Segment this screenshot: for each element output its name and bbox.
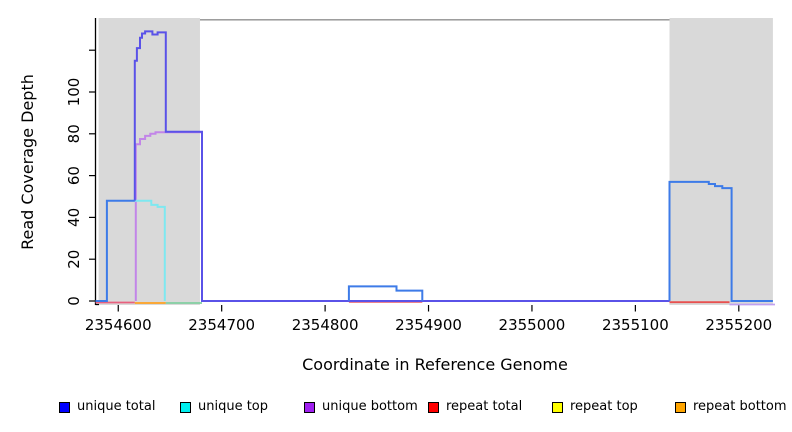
series-line-unique-top <box>133 199 166 301</box>
series-line-total-right-block <box>668 180 773 302</box>
legend: unique total unique top unique bottom re… <box>0 398 792 418</box>
x-axis-title-text: Coordinate in Reference Genome <box>302 355 568 374</box>
y-tick-label: 60 <box>65 166 83 185</box>
legend-label: unique bottom <box>322 399 418 414</box>
y-tick-label: 40 <box>65 208 83 227</box>
repeat-top-swatch-icon <box>552 401 563 413</box>
legend-item-repeat-bottom: repeat bottom <box>675 398 787 416</box>
x-tick-label: 2355100 <box>602 316 669 334</box>
series-line-unique-bottom <box>134 131 202 301</box>
x-axis-title: Coordinate in Reference Genome <box>95 355 775 374</box>
x-tick-label: 2355000 <box>499 316 566 334</box>
legend-item-unique-top: unique top <box>180 398 268 416</box>
legend-label: repeat bottom <box>693 399 787 414</box>
series-line-total-mid-bump <box>347 285 424 301</box>
legend-item-repeat-total: repeat total <box>428 398 522 416</box>
unique-top-swatch-icon <box>180 401 191 413</box>
y-tick-label: 20 <box>65 250 83 269</box>
y-tick-label: 0 <box>65 296 83 306</box>
series-line-total-left-step <box>95 199 135 302</box>
y-axis-title-text: Read Coverage Depth <box>18 74 37 250</box>
unique-total-swatch-icon <box>59 401 70 413</box>
x-tick-label: 2354600 <box>85 316 152 334</box>
x-tick-label: 2354900 <box>395 316 462 334</box>
shaded-region-1 <box>669 18 773 305</box>
repeat-total-swatch-icon <box>428 401 439 413</box>
legend-label: unique top <box>198 399 269 414</box>
legend-item-repeat-top: repeat top <box>552 398 638 416</box>
x-tick-label: 2355200 <box>705 316 772 334</box>
x-tick-label: 2354800 <box>292 316 359 334</box>
legend-item-unique-bottom: unique bottom <box>304 398 418 416</box>
y-tick-label: 100 <box>65 78 83 107</box>
legend-item-unique-total: unique total <box>59 398 155 416</box>
y-tick-label: 80 <box>65 124 83 143</box>
y-axis-title: Read Coverage Depth <box>18 0 37 250</box>
legend-label: repeat top <box>570 399 638 414</box>
series-line-unique-total-envelope <box>133 30 670 302</box>
legend-label: repeat total <box>446 399 523 414</box>
legend-label: unique total <box>77 399 156 414</box>
shaded-region-0 <box>98 18 200 305</box>
repeat-bottom-swatch-icon <box>675 401 686 413</box>
unique-bottom-swatch-icon <box>304 401 315 413</box>
x-tick-label: 2354700 <box>188 316 255 334</box>
